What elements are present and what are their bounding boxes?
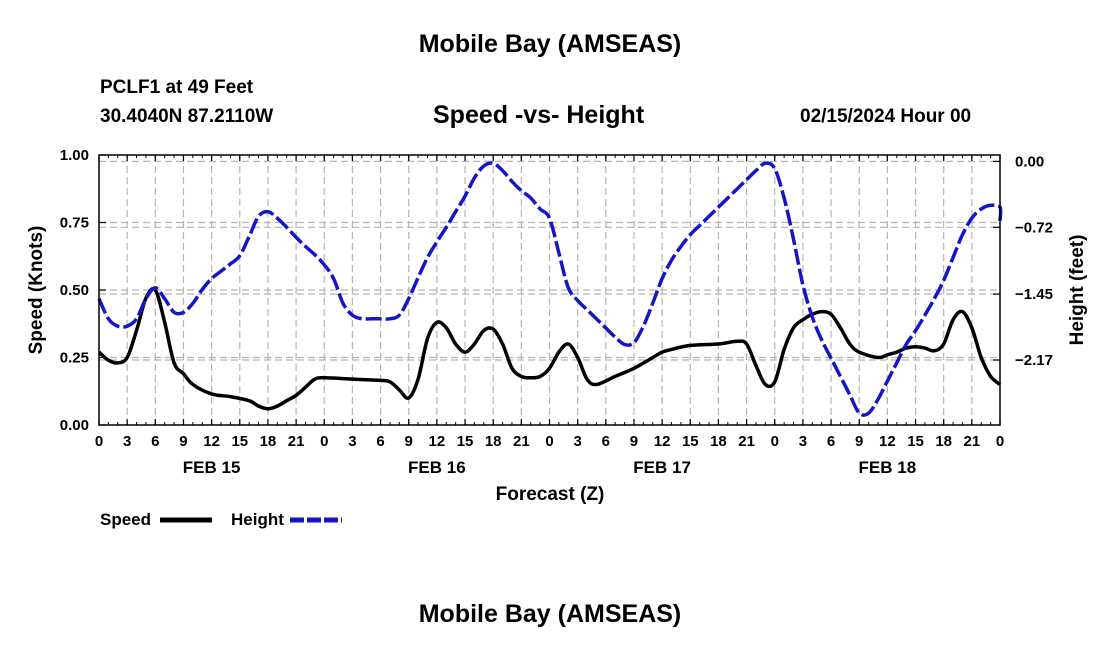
y-tick-label: 0.75 xyxy=(60,215,89,232)
axes-layer: 0 3 6 9 12 15 18 21 0 3 6 9 12 15 18 21 0 3 6 9 12 15 18 21 0 3 6 9… xyxy=(60,147,1053,477)
y2-tick-label: −0.72 xyxy=(1015,219,1053,236)
legend: Speed Height xyxy=(100,510,342,529)
x-tick-label: 21 xyxy=(738,433,755,450)
chart-subtitle: Speed -vs- Height xyxy=(433,101,645,129)
x-tick-label: 0 xyxy=(95,433,103,450)
y-tick-label: 0.00 xyxy=(60,417,89,434)
series-line-speed xyxy=(97,286,1002,411)
x-tick-label: 12 xyxy=(654,433,671,450)
chart-title-bottom: Mobile Bay (AMSEAS) xyxy=(418,600,682,628)
x-day-label: FEB 18 xyxy=(859,458,917,477)
x-tick-label: 6 xyxy=(151,433,159,450)
x-day-label: FEB 16 xyxy=(408,458,466,477)
speed-height-chart: 0 3 6 9 12 15 18 21 0 3 6 9 12 15 18 21 0 3 6 9 12 15 18 21 0 3 6 9… xyxy=(26,147,1088,529)
x-day-label: FEB 15 xyxy=(183,458,241,477)
forecast-datetime: 02/15/2024 Hour 00 xyxy=(800,106,972,127)
y2-tick-label: 0.00 xyxy=(1015,153,1044,170)
x-tick-label: 3 xyxy=(573,433,581,450)
x-tick-label: 15 xyxy=(907,433,924,450)
x-day-label: FEB 17 xyxy=(633,458,691,477)
x-tick-label: 0 xyxy=(545,433,553,450)
x-tick-label: 18 xyxy=(260,433,277,450)
y2-tick-label: −1.45 xyxy=(1015,286,1053,303)
y-tick-label: 0.25 xyxy=(60,350,89,367)
x-tick-label: 18 xyxy=(935,433,952,450)
x-tick-label: 18 xyxy=(710,433,727,450)
x-tick-label: 3 xyxy=(123,433,131,450)
chart-title-top: Mobile Bay (AMSEAS) xyxy=(418,30,682,58)
x-tick-label: 9 xyxy=(630,433,638,450)
x-tick-label: 6 xyxy=(376,433,384,450)
x-tick-label: 6 xyxy=(827,433,835,450)
x-tick-label: 12 xyxy=(429,433,446,450)
y-axis-label-speed: Speed (Knots) xyxy=(26,226,47,355)
grid-layer xyxy=(99,155,1000,425)
series-layer xyxy=(97,161,1003,417)
x-tick-label: 0 xyxy=(320,433,328,450)
x-tick-label: 12 xyxy=(203,433,220,450)
station-label: PCLF1 at 49 Feet xyxy=(100,77,254,98)
y-axis-label-height: Height (feet) xyxy=(1067,235,1088,346)
x-tick-label: 15 xyxy=(682,433,699,450)
x-tick-label: 0 xyxy=(996,433,1004,450)
x-axis-label: Forecast (Z) xyxy=(496,484,605,505)
x-tick-label: 15 xyxy=(457,433,474,450)
series-line-height xyxy=(97,161,1003,417)
y-tick-label: 1.00 xyxy=(60,147,89,164)
y2-tick-label: −2.17 xyxy=(1015,352,1053,369)
legend-label-speed: Speed xyxy=(100,510,151,529)
x-tick-label: 3 xyxy=(799,433,807,450)
y-tick-label: 0.50 xyxy=(60,282,89,299)
x-tick-label: 15 xyxy=(231,433,248,450)
coordinates-label: 30.4040N 87.2110W xyxy=(100,106,274,127)
x-tick-label: 3 xyxy=(348,433,356,450)
x-tick-label: 18 xyxy=(485,433,502,450)
x-tick-label: 12 xyxy=(879,433,896,450)
x-tick-label: 21 xyxy=(288,433,305,450)
x-tick-label: 9 xyxy=(179,433,187,450)
legend-label-height: Height xyxy=(231,510,284,529)
x-tick-label: 21 xyxy=(964,433,981,450)
x-tick-label: 6 xyxy=(602,433,610,450)
x-tick-label: 9 xyxy=(855,433,863,450)
x-tick-label: 0 xyxy=(771,433,779,450)
x-tick-label: 21 xyxy=(513,433,530,450)
x-tick-label: 9 xyxy=(405,433,413,450)
